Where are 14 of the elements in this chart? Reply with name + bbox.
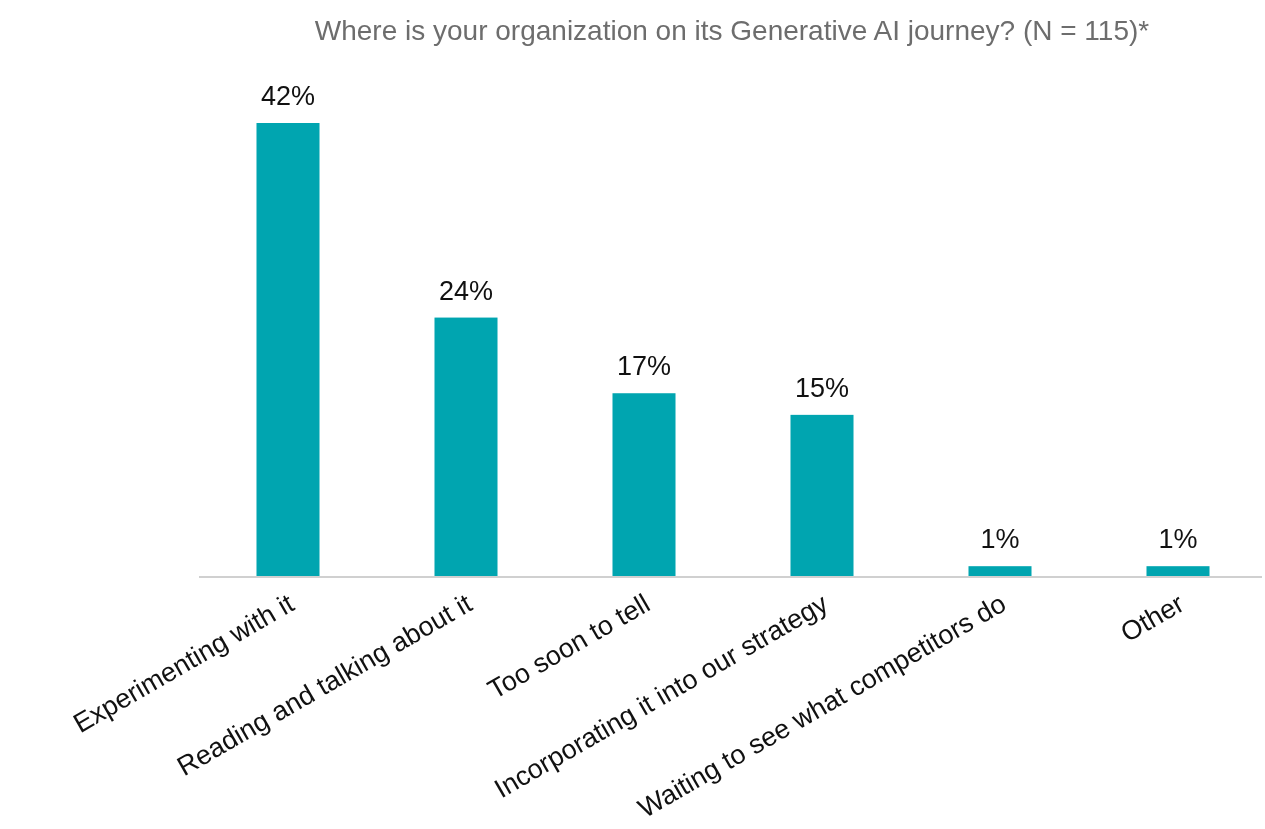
- data-label: 1%: [1158, 524, 1198, 555]
- bar: [256, 123, 320, 577]
- x-tick-label: Other: [1115, 588, 1189, 648]
- bar: [790, 414, 854, 577]
- bar: [1146, 566, 1210, 577]
- data-label: 1%: [980, 524, 1020, 555]
- chart-title: Where is your organization on its Generative AI journey? (N = 115)*: [314, 15, 1150, 46]
- data-label: 17%: [616, 351, 672, 382]
- data-label: 24%: [438, 275, 494, 306]
- bar: [434, 317, 498, 577]
- bar: [612, 393, 676, 577]
- bar: [968, 566, 1032, 577]
- data-label: 42%: [260, 81, 316, 111]
- data-label: 15%: [794, 372, 850, 403]
